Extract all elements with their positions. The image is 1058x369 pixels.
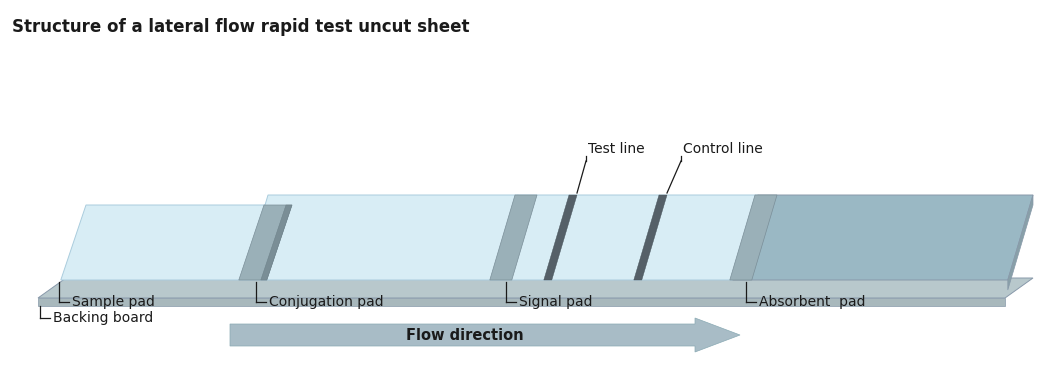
Text: Structure of a lateral flow rapid test uncut sheet: Structure of a lateral flow rapid test u… — [12, 18, 470, 36]
Text: Control line: Control line — [683, 142, 763, 156]
FancyArrow shape — [230, 318, 740, 352]
Polygon shape — [38, 278, 1033, 298]
Text: Conjugation pad: Conjugation pad — [270, 295, 384, 309]
Text: Backing board: Backing board — [53, 311, 153, 325]
Polygon shape — [490, 195, 537, 280]
Text: Signal pad: Signal pad — [519, 295, 592, 309]
Polygon shape — [242, 195, 518, 280]
Text: Sample pad: Sample pad — [72, 295, 156, 309]
Text: Flow direction: Flow direction — [406, 328, 524, 342]
Polygon shape — [1008, 195, 1033, 290]
Polygon shape — [634, 195, 667, 280]
Polygon shape — [733, 195, 1033, 280]
Polygon shape — [38, 298, 1005, 306]
Text: Absorbent  pad: Absorbent pad — [760, 295, 865, 309]
Polygon shape — [239, 205, 292, 280]
Polygon shape — [261, 205, 292, 280]
Polygon shape — [60, 205, 268, 280]
Polygon shape — [730, 195, 777, 280]
Text: Test line: Test line — [588, 142, 644, 156]
Polygon shape — [493, 195, 758, 280]
Polygon shape — [544, 195, 577, 280]
